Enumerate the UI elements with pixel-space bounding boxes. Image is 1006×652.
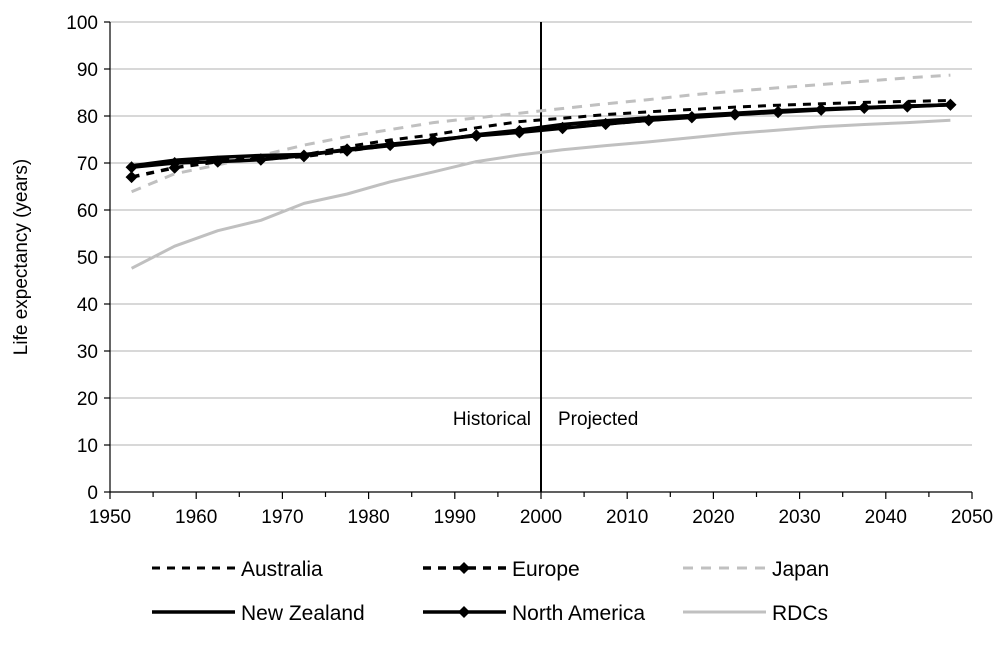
series-japan (131, 73, 951, 194)
legend-label-rdcs: RDCs (772, 602, 828, 625)
marker-north-america (728, 108, 741, 121)
legend-label-new-zealand: New Zealand (241, 602, 365, 625)
y-tick-label: 40 (77, 295, 98, 316)
x-tick-label: 2030 (778, 507, 820, 528)
x-tick-label: 1980 (347, 507, 389, 528)
legend-item-australia: Australia (152, 558, 323, 581)
legend-label-japan: Japan (772, 558, 829, 581)
line-rdcs (130, 118, 951, 270)
x-tick-label: 2020 (692, 507, 734, 528)
marker-north-america (642, 114, 655, 127)
historical-projected-divider: Historical Projected (453, 22, 638, 492)
marker-north-america (384, 138, 397, 151)
legend: Australia Europe Japan New Zealand North Ame… (152, 558, 829, 625)
marker-europe (125, 171, 138, 184)
marker-north-america (815, 103, 828, 116)
marker-north-america (858, 102, 871, 115)
marker-north-america (599, 117, 612, 130)
line-japan (131, 73, 951, 194)
legend-marker-north-america (458, 606, 470, 618)
y-tick-label: 100 (66, 13, 98, 34)
historical-label: Historical (453, 409, 531, 430)
marker-north-america (297, 149, 310, 162)
legend-item-rdcs: RDCs (683, 602, 828, 625)
x-tick-label: 2040 (865, 507, 907, 528)
legend-label-australia: Australia (241, 558, 323, 581)
y-tick-label: 90 (77, 60, 98, 81)
marker-north-america (556, 122, 569, 135)
x-tick-label: 1960 (175, 507, 217, 528)
x-tick-label: 1990 (434, 507, 476, 528)
x-tick-label: 2050 (951, 507, 993, 528)
axes (104, 21, 973, 499)
projected-label: Projected (558, 409, 638, 430)
marker-north-america (685, 111, 698, 124)
x-tick-label: 1950 (89, 507, 131, 528)
marker-north-america (427, 133, 440, 146)
y-axis-title: Life expectancy (years) (11, 159, 32, 355)
marker-north-america (513, 126, 526, 139)
y-tick-label: 10 (77, 436, 98, 457)
marker-north-america (211, 155, 224, 168)
y-tick-label: 50 (77, 248, 98, 269)
y-tick-label: 70 (77, 154, 98, 175)
legend-label-north-america: North America (512, 602, 645, 625)
series-rdcs (130, 118, 951, 270)
marker-north-america (470, 129, 483, 142)
y-tick-label: 30 (77, 342, 98, 363)
marker-north-america (254, 153, 267, 166)
marker-north-america (341, 143, 354, 156)
x-tick-label: 1970 (261, 507, 303, 528)
line-north-america (131, 102, 951, 169)
marker-north-america (772, 106, 785, 119)
legend-item-north-america: North America (423, 602, 645, 625)
legend-item-japan: Japan (683, 558, 829, 581)
y-tick-label: 80 (77, 107, 98, 128)
x-tick-label: 2000 (520, 507, 562, 528)
marker-north-america (125, 161, 138, 174)
y-tick-label: 0 (87, 483, 98, 504)
legend-item-new-zealand: New Zealand (152, 602, 365, 625)
y-tick-label: 20 (77, 389, 98, 410)
x-tick-label: 2010 (606, 507, 648, 528)
y-tick-label: 60 (77, 201, 98, 222)
legend-marker-europe (458, 562, 470, 574)
marker-north-america (168, 157, 181, 169)
series-lines (125, 73, 957, 270)
legend-label-europe: Europe (512, 558, 580, 581)
marker-north-america (901, 100, 914, 113)
marker-north-america (944, 98, 957, 111)
legend-item-europe: Europe (423, 558, 580, 581)
series-north-america (125, 98, 957, 174)
